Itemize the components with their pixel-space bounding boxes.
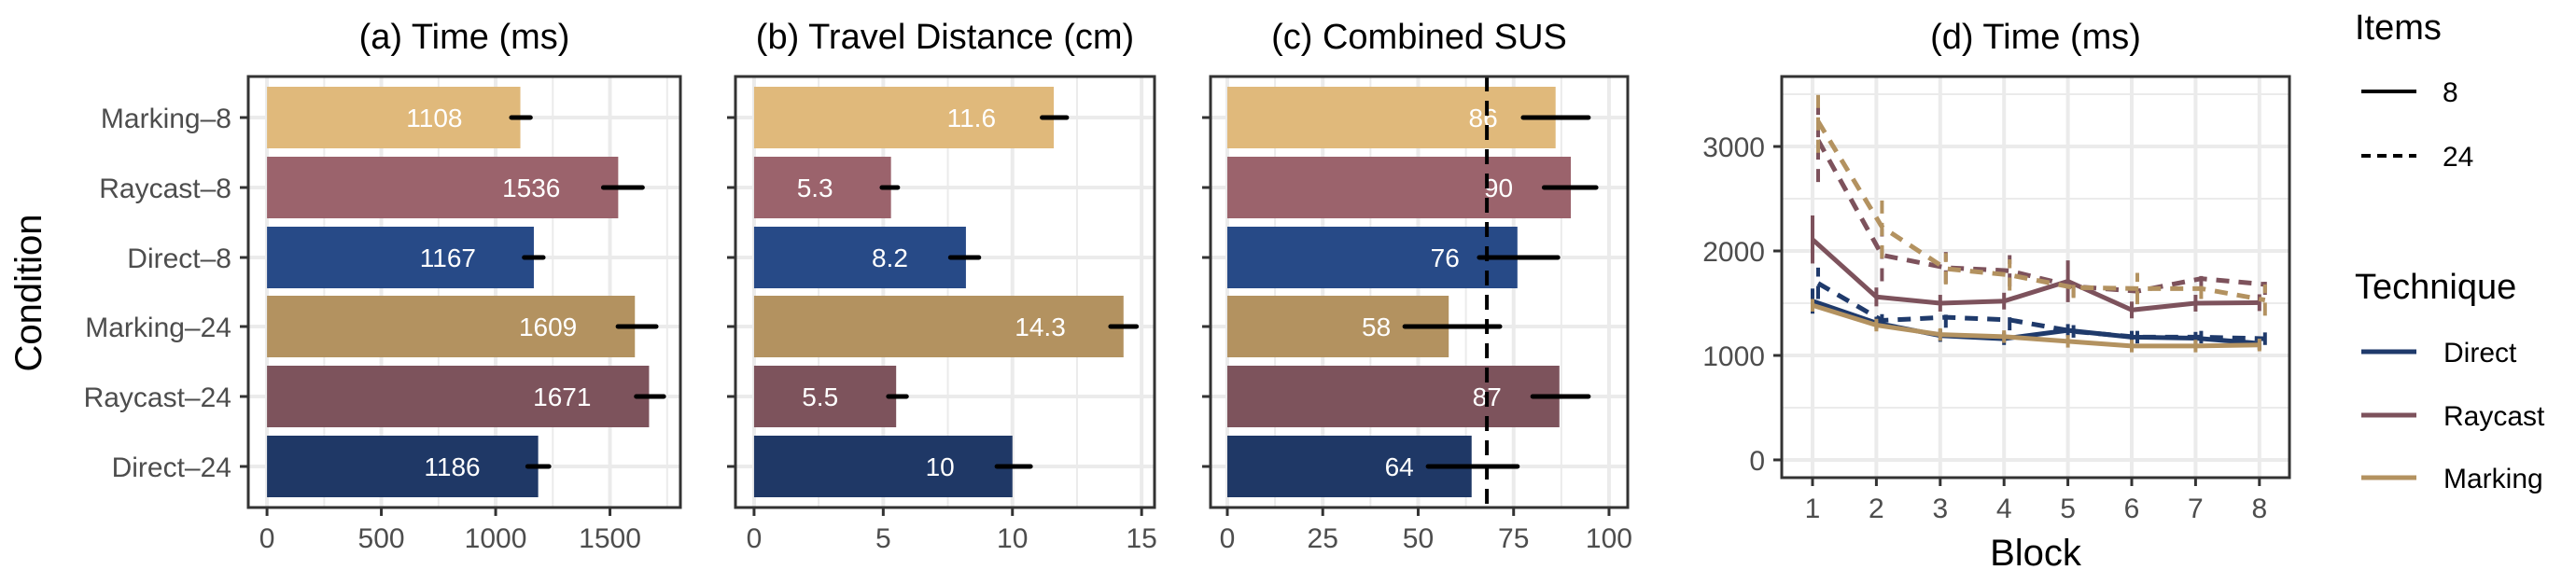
x-tick-label: 0: [259, 523, 275, 554]
x-axis-title: Block: [1990, 533, 2082, 574]
bar-value-label: 64: [1385, 452, 1414, 481]
bar-value-label: 11.6: [947, 104, 996, 132]
y-tick-label: 1000: [1702, 341, 1765, 372]
x-tick-label: 3: [1932, 494, 1948, 524]
series-line-marking-8: [1812, 302, 2260, 349]
panel-b: 11.6 5.3 8.2 14.3 5.5 10 0 5 10 15 (b) Travel Dist…: [727, 18, 1157, 554]
x-tick-label: 0: [1220, 523, 1236, 554]
bar-value-label: 1167: [420, 243, 476, 272]
y-tick-label: Direct–24: [112, 452, 231, 483]
bar: [1226, 87, 1556, 148]
x-tick-label: 100: [1586, 523, 1632, 554]
y-tick-label: 0: [1749, 446, 1765, 477]
panel-a: 1108 1536 1167 1609 1671 1186 0 500 1000 1500 Mark…: [84, 18, 682, 554]
y-tick-label: 3000: [1702, 132, 1765, 163]
bar: [753, 366, 897, 427]
bar-value-label: 1536: [502, 174, 560, 202]
bar-value-label: 5.3: [797, 174, 833, 202]
bar: [267, 87, 521, 148]
bar-value-label: 10: [926, 452, 955, 481]
series-line-direct-24: [1816, 281, 2265, 341]
bar-value-label: 1609: [519, 313, 577, 341]
bar: [267, 366, 650, 427]
series-line-raycast-8: [1811, 237, 2260, 313]
bar-value-label: 1186: [424, 452, 480, 481]
panel-frame: [1780, 75, 2291, 480]
y-axis-title: Condition: [8, 214, 49, 371]
series-line-raycast-24: [1815, 139, 2266, 294]
bar-value-label: 8.2: [872, 243, 908, 272]
bar: [267, 157, 619, 218]
x-tick-label: 6: [2124, 494, 2140, 524]
panel-title: (c) Combined SUS: [1271, 18, 1567, 57]
y-tick-label: Raycast–24: [84, 382, 231, 413]
bar: [753, 296, 1124, 357]
x-tick-label: 2: [1869, 494, 1884, 524]
y-tick-label: Direct–8: [127, 243, 231, 274]
panel-d: 0 1000 2000 3000 1 2 3 4 5 6 7 8 (d) Time (ms) Block: [1702, 18, 2291, 574]
bar-value-label: 76: [1431, 243, 1460, 272]
panel-frame: [246, 75, 682, 509]
bar-value-label: 14.3: [1015, 313, 1066, 341]
bar: [753, 87, 1055, 148]
y-tick-label: 2000: [1702, 237, 1765, 268]
x-tick-label: 15: [1126, 523, 1156, 554]
legend-title-items: Items: [2355, 8, 2442, 48]
bar: [1226, 227, 1518, 288]
panel-title: (d) Time (ms): [1930, 18, 2141, 57]
bar-value-label: 5.5: [802, 382, 838, 411]
y-tick-label: Marking–24: [85, 313, 231, 343]
bar: [267, 436, 539, 497]
x-tick-label: 10: [997, 523, 1028, 554]
bar-value-label: 90: [1484, 174, 1513, 202]
x-tick-label: 1: [1805, 494, 1821, 524]
bar: [267, 227, 534, 288]
legend-label: 8: [2443, 77, 2458, 108]
x-tick-label: 5: [875, 523, 891, 554]
bar: [753, 157, 891, 218]
bar-value-label: 1671: [533, 382, 591, 411]
x-tick-label: 50: [1403, 523, 1434, 554]
panel-frame: [734, 75, 1156, 509]
panel-c: 8690765887640255075100(c) Combined SUS: [1202, 18, 1632, 554]
x-tick-label: 1000: [465, 523, 527, 554]
bar-value-label: 58: [1362, 313, 1391, 341]
panel-title: (b) Travel Distance (cm): [756, 18, 1134, 57]
bar: [1226, 366, 1560, 427]
x-tick-label: 5: [2060, 494, 2076, 524]
legend-title-technique: Technique: [2355, 268, 2516, 307]
x-tick-label: 1500: [579, 523, 641, 554]
legend-label: Direct: [2443, 338, 2517, 368]
x-tick-label: 500: [358, 523, 405, 554]
bar: [267, 296, 636, 357]
panel-title: (a) Time (ms): [359, 18, 570, 57]
y-tick-label: Marking–8: [101, 104, 231, 134]
y-tick-label: Raycast–8: [99, 174, 231, 204]
legend-label: Marking: [2443, 464, 2543, 494]
bar: [1226, 157, 1572, 218]
bar-value-label: 1108: [406, 104, 462, 132]
bar: [753, 436, 1013, 497]
legend-label: Raycast: [2443, 401, 2545, 432]
x-tick-label: 75: [1498, 523, 1529, 554]
x-tick-label: 8: [2251, 494, 2267, 524]
x-tick-label: 0: [747, 523, 763, 554]
legend-label: 24: [2443, 142, 2473, 173]
x-tick-label: 4: [1996, 494, 2012, 524]
series-line-marking-24: [1815, 119, 2266, 303]
x-tick-label: 25: [1308, 523, 1338, 554]
x-tick-label: 7: [2188, 494, 2204, 524]
bar: [753, 227, 966, 288]
bar-value-label: 86: [1469, 104, 1498, 132]
